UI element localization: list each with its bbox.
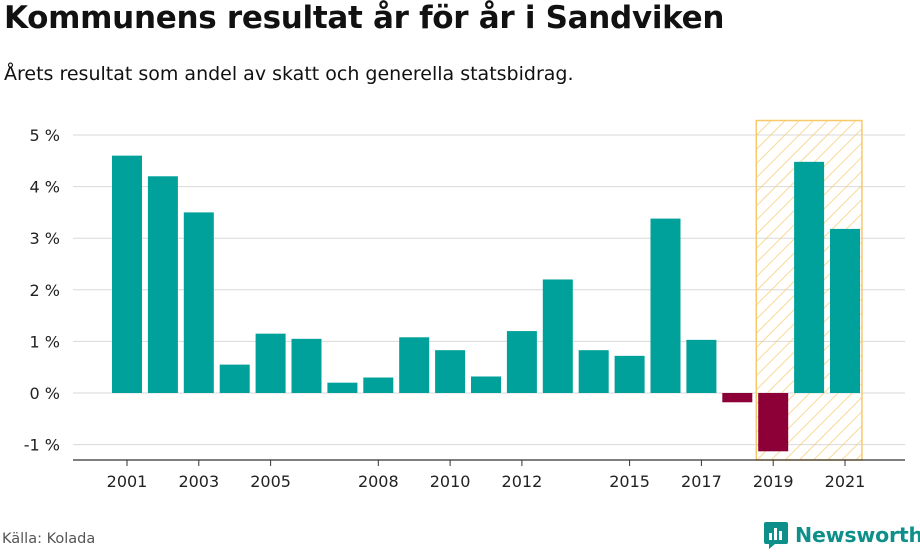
y-tick-label: 3 % — [30, 229, 60, 248]
x-tick-label: 2003 — [178, 472, 219, 491]
y-tick-label: 0 % — [30, 384, 60, 403]
y-tick-label: -1 % — [24, 436, 60, 455]
bar-2010 — [435, 350, 466, 393]
bar-2005 — [255, 333, 286, 393]
x-tick-label: 2019 — [753, 472, 794, 491]
bar-2018 — [722, 393, 753, 403]
x-tick-label: 2015 — [609, 472, 650, 491]
y-tick-label: 5 % — [30, 126, 60, 145]
y-tick-label: 1 % — [30, 332, 60, 351]
bar-2017 — [686, 339, 717, 393]
x-tick-label: 2017 — [681, 472, 722, 491]
bar-2019 — [758, 393, 789, 452]
bar-2007 — [327, 382, 358, 393]
bar-2014 — [578, 350, 609, 393]
bar-2003 — [183, 212, 214, 393]
bar-2020 — [794, 161, 825, 393]
bar-2021 — [830, 228, 860, 393]
bar-2006 — [291, 338, 322, 393]
bar-2009 — [399, 337, 430, 393]
x-tick-label: 2010 — [430, 472, 471, 491]
y-tick-label: 2 % — [30, 281, 60, 300]
y-tick-label: 4 % — [30, 178, 60, 197]
bar-2004 — [219, 364, 250, 393]
bars — [112, 155, 860, 452]
chart-title: Kommunens resultat år för år i Sandviken — [4, 0, 725, 36]
bar-2012 — [506, 331, 537, 393]
brand-name: Newsworthy — [795, 523, 920, 547]
source-note: Källa: Kolada — [2, 531, 96, 547]
newsworthy-logo-icon — [764, 522, 788, 549]
x-tick-label: 2005 — [250, 472, 291, 491]
x-tick-label: 2001 — [107, 472, 148, 491]
bar-2013 — [542, 279, 573, 393]
bar-2015 — [614, 355, 645, 393]
x-tick-label: 2012 — [502, 472, 543, 491]
bar-2001 — [112, 155, 142, 393]
newsworthy-logo: Newsworthy — [763, 518, 920, 552]
bar-2008 — [363, 377, 394, 393]
bar-2011 — [471, 376, 501, 393]
x-tick-label: 2008 — [358, 472, 399, 491]
x-axis — [73, 459, 905, 466]
bar-2016 — [650, 218, 681, 393]
x-tick-label: 2021 — [825, 472, 866, 491]
tick-labels: -1 % 0 % 1 % 2 % 3 % 4 % 5 % 2001 2003 2005 2008 20… — [24, 126, 866, 491]
chart-subtitle: Årets resultat som andel av skatt och ge… — [4, 63, 574, 85]
bar-2002 — [147, 176, 178, 393]
